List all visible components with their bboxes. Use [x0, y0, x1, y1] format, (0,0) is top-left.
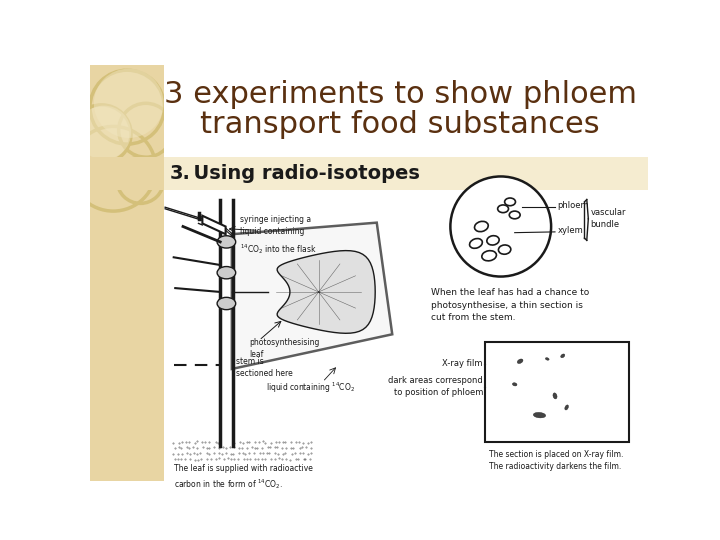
Text: dark areas correspond
to position of phloem: dark areas correspond to position of phl…: [388, 376, 483, 397]
Bar: [90, 157, 163, 190]
Polygon shape: [277, 251, 375, 333]
Text: 3.: 3.: [170, 164, 191, 183]
Ellipse shape: [474, 221, 488, 232]
Ellipse shape: [513, 383, 517, 386]
Ellipse shape: [217, 236, 235, 248]
Ellipse shape: [561, 354, 564, 358]
Ellipse shape: [545, 357, 549, 360]
Circle shape: [94, 69, 163, 138]
Ellipse shape: [487, 235, 499, 245]
Ellipse shape: [517, 359, 523, 363]
Text: vascular
bundle: vascular bundle: [590, 208, 626, 229]
Bar: [163, 190, 648, 481]
Ellipse shape: [509, 211, 520, 219]
Ellipse shape: [553, 393, 557, 399]
Text: stem is
sectioned here: stem is sectioned here: [235, 357, 292, 378]
Ellipse shape: [217, 298, 235, 309]
Ellipse shape: [482, 251, 496, 261]
Text: transport food substances: transport food substances: [200, 110, 600, 139]
Text: liquid containing $^{14}$CO$_2$: liquid containing $^{14}$CO$_2$: [266, 381, 356, 395]
Bar: [220, 200, 233, 446]
Ellipse shape: [564, 405, 568, 410]
Bar: [90, 157, 648, 190]
Text: X-ray film: X-ray film: [442, 359, 483, 368]
Text: photosynthesising
leaf: photosynthesising leaf: [249, 338, 319, 359]
Polygon shape: [202, 215, 225, 234]
Ellipse shape: [217, 267, 235, 279]
Polygon shape: [232, 222, 392, 369]
Text: The leaf is supplied with radioactive
carbon in the form of $^{14}$CO$_2$.: The leaf is supplied with radioactive ca…: [174, 464, 312, 491]
Ellipse shape: [498, 205, 508, 213]
Text: syringe injecting a
liquid containing
$^{14}$CO$_2$ into the flask: syringe injecting a liquid containing $^…: [240, 215, 316, 255]
Text: phloem: phloem: [557, 201, 589, 210]
Ellipse shape: [505, 198, 516, 206]
Text: Using radio-isotopes: Using radio-isotopes: [180, 164, 420, 183]
Text: 3 experiments to show phloem: 3 experiments to show phloem: [163, 79, 636, 109]
Ellipse shape: [469, 239, 482, 248]
Ellipse shape: [498, 245, 510, 254]
Text: xylem: xylem: [557, 226, 583, 235]
Bar: [163, 65, 648, 157]
Ellipse shape: [534, 413, 546, 418]
Text: When the leaf has had a chance to
photosynthesise, a thin section is
cut from th: When the leaf has had a chance to photos…: [431, 288, 589, 322]
Circle shape: [77, 106, 131, 159]
Polygon shape: [90, 65, 163, 481]
Circle shape: [451, 177, 551, 276]
Bar: [485, 342, 629, 442]
Text: The section is placed on X-ray film.
The radioactivity darkens the film.: The section is placed on X-ray film. The…: [489, 450, 624, 470]
